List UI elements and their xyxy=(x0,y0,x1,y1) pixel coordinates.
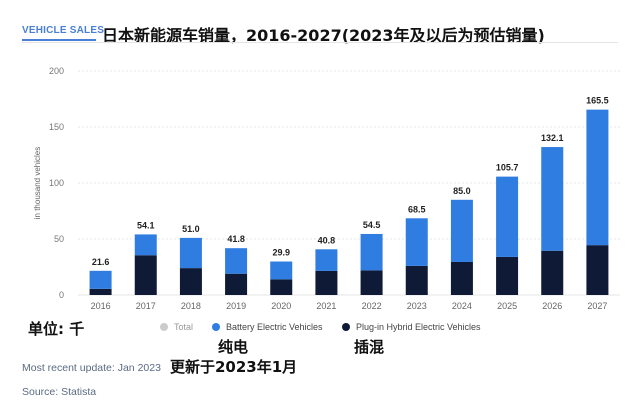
x-tick-label-2019: 2019 xyxy=(226,301,246,311)
update-annotation: 更新于2023年1月 xyxy=(170,358,298,376)
legend-phev-marker xyxy=(342,323,350,331)
bar-bev-2023[interactable] xyxy=(405,218,428,266)
bar-phev-2019[interactable] xyxy=(225,273,248,295)
x-tick-label-2023: 2023 xyxy=(407,301,427,311)
bar-bev-2022[interactable] xyxy=(360,233,383,271)
bar-bev-2018[interactable] xyxy=(179,237,202,269)
bar-bev-2017[interactable] xyxy=(134,234,157,256)
chart-title: 日本新能源车销量，2016-2027(2023年及以后为预估销量) xyxy=(102,26,545,45)
bars-layer xyxy=(89,109,609,295)
bar-phev-2025[interactable] xyxy=(496,256,519,295)
grid-layer: 0 50 100 150 200 xyxy=(49,66,620,300)
legend-phev[interactable]: Plug-in Hybrid Electric Vehicles xyxy=(342,322,481,332)
bar-phev-2027[interactable] xyxy=(586,245,609,295)
bar-phev-2024[interactable] xyxy=(450,261,473,295)
data-label-total-2016: 21.6 xyxy=(92,257,110,267)
most-recent-update: Most recent update: Jan 2023 xyxy=(22,362,161,374)
data-label-total-2024: 85.0 xyxy=(453,186,471,196)
legend-total-marker xyxy=(160,323,168,331)
x-tick-label-2027: 2027 xyxy=(587,301,607,311)
bar-phev-2016[interactable] xyxy=(89,288,112,295)
phev-annotation: 插混 xyxy=(354,338,385,356)
data-label-total-2018: 51.0 xyxy=(182,224,200,234)
y-tick-label: 200 xyxy=(49,66,64,76)
x-tick-label-2016: 2016 xyxy=(91,301,111,311)
data-label-total-2021: 40.8 xyxy=(318,235,336,245)
legend-bev[interactable]: Battery Electric Vehicles xyxy=(212,322,323,332)
x-tick-label-2017: 2017 xyxy=(136,301,156,311)
x-tick-label-2022: 2022 xyxy=(362,301,382,311)
bar-phev-2017[interactable] xyxy=(134,255,157,295)
legend-phev-label: Plug-in Hybrid Electric Vehicles xyxy=(356,322,481,332)
header-divider xyxy=(22,42,618,43)
tab-underline xyxy=(22,39,96,41)
y-tick-label: 150 xyxy=(49,122,64,132)
data-label-total-2020: 29.9 xyxy=(272,248,290,258)
bar-bev-2019[interactable] xyxy=(225,248,248,274)
bar-phev-2021[interactable] xyxy=(315,270,338,295)
x-tick-label-2021: 2021 xyxy=(316,301,336,311)
vehicle-sales-tab[interactable]: VEHICLE SALES xyxy=(22,25,105,36)
data-label-total-2019: 41.8 xyxy=(227,234,245,244)
x-tick-label-2024: 2024 xyxy=(452,301,472,311)
unit-annotation: 单位: 千 xyxy=(28,320,85,338)
legend-bev-marker xyxy=(212,323,220,331)
legend-bev-label: Battery Electric Vehicles xyxy=(226,322,323,332)
bar-phev-2022[interactable] xyxy=(360,270,383,295)
data-label-total-2027: 165.5 xyxy=(586,96,609,106)
y-axis-label: in thousand vehicles xyxy=(33,147,42,220)
x-tick-label-2025: 2025 xyxy=(497,301,517,311)
data-label-total-2022: 54.5 xyxy=(363,220,381,230)
y-tick-label: 100 xyxy=(49,178,64,188)
bar-phev-2023[interactable] xyxy=(405,265,428,295)
legend-total[interactable]: Total xyxy=(160,322,193,332)
bar-bev-2024[interactable] xyxy=(450,199,473,262)
data-label-total-2025: 105.7 xyxy=(496,163,519,173)
labels-layer: 21.6 2016 54.1 2017 51.0 2018 41.8 2019 29.9 2020… xyxy=(91,96,609,311)
source-link[interactable]: Source: Statista xyxy=(22,386,97,398)
y-tick-label: 50 xyxy=(54,234,64,244)
y-tick-label: 0 xyxy=(59,290,64,300)
data-label-total-2017: 54.1 xyxy=(137,220,155,230)
bar-phev-2020[interactable] xyxy=(270,279,293,295)
x-tick-label-2020: 2020 xyxy=(271,301,291,311)
x-tick-label-2026: 2026 xyxy=(542,301,562,311)
bar-bev-2025[interactable] xyxy=(496,176,519,257)
data-label-total-2026: 132.1 xyxy=(541,133,564,143)
bar-bev-2016[interactable] xyxy=(89,270,112,289)
bar-bev-2021[interactable] xyxy=(315,249,338,271)
bar-bev-2026[interactable] xyxy=(541,147,564,251)
legend-total-label: Total xyxy=(174,322,194,332)
bev-annotation: 纯电 xyxy=(218,338,249,356)
bar-bev-2027[interactable] xyxy=(586,109,609,246)
x-tick-label-2018: 2018 xyxy=(181,301,201,311)
data-label-total-2023: 68.5 xyxy=(408,204,426,214)
bar-phev-2026[interactable] xyxy=(541,250,564,295)
bar-phev-2018[interactable] xyxy=(179,268,202,295)
bar-bev-2020[interactable] xyxy=(270,261,293,280)
